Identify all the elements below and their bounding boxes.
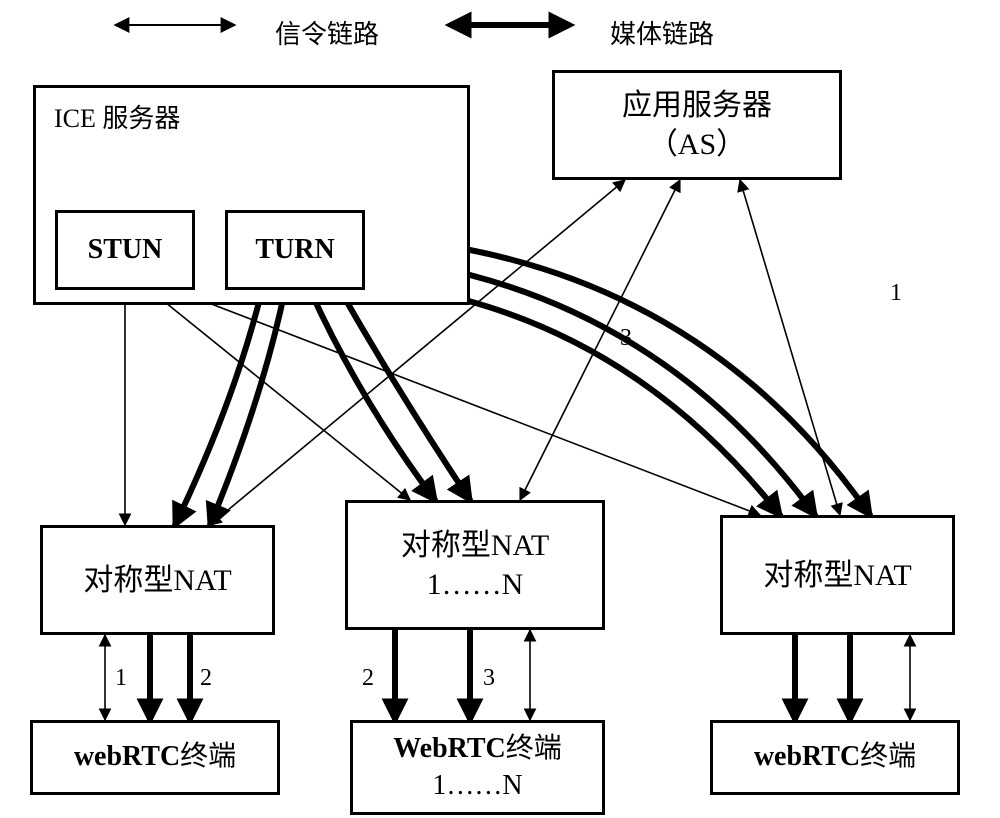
webrtc-middle-box: WebRTC终端1……N xyxy=(350,720,605,815)
stun-label: STUN xyxy=(88,232,163,268)
ice-label: ICE 服务器 xyxy=(54,102,180,136)
nat_r-label: 对称型NAT xyxy=(763,556,911,595)
webrtc-left-box: webRTC终端 xyxy=(30,720,280,795)
annotation-4: 2 xyxy=(362,665,374,692)
turn-box: TURN xyxy=(225,210,365,290)
nat-left-box: 对称型NAT xyxy=(40,525,275,635)
wr_r-label: webRTC终端 xyxy=(754,739,916,775)
nat-middle-box: 对称型NAT1……N xyxy=(345,500,605,630)
media-turn-natL-a xyxy=(175,290,262,525)
turn-label: TURN xyxy=(255,232,334,268)
wr_l-label: webRTC终端 xyxy=(74,739,236,775)
signal-stun-natR xyxy=(175,290,760,515)
signal-stun-natM xyxy=(150,290,410,500)
annotation-1: 3 xyxy=(620,325,632,352)
legend-signal-label: 信令链路 xyxy=(275,14,379,51)
media-turn-natM-a xyxy=(310,290,435,500)
stun-box: STUN xyxy=(55,210,195,290)
media-turn-natR-b xyxy=(470,275,815,515)
webrtc-right-box: webRTC终端 xyxy=(710,720,960,795)
signal-as-natM xyxy=(520,180,680,500)
as-label: 应用服务器（AS） xyxy=(622,86,772,164)
annotation-2: 1 xyxy=(115,665,127,692)
wr_m-label: WebRTC终端1……N xyxy=(393,731,562,804)
legend-media-label: 媒体链路 xyxy=(610,14,714,51)
application-server-box: 应用服务器（AS） xyxy=(552,70,842,180)
media-turn-natR-c xyxy=(470,250,870,515)
nat_l-label: 对称型NAT xyxy=(83,561,231,600)
annotation-5: 3 xyxy=(483,665,495,692)
nat-right-box: 对称型NAT xyxy=(720,515,955,635)
nat_m-label: 对称型NAT1……N xyxy=(401,526,549,604)
signal-as-natR xyxy=(740,180,840,515)
media-turn-natM-b xyxy=(340,290,470,500)
annotation-0: 1 xyxy=(890,280,902,307)
media-turn-natL-b xyxy=(210,290,285,525)
annotation-3: 2 xyxy=(200,665,212,692)
